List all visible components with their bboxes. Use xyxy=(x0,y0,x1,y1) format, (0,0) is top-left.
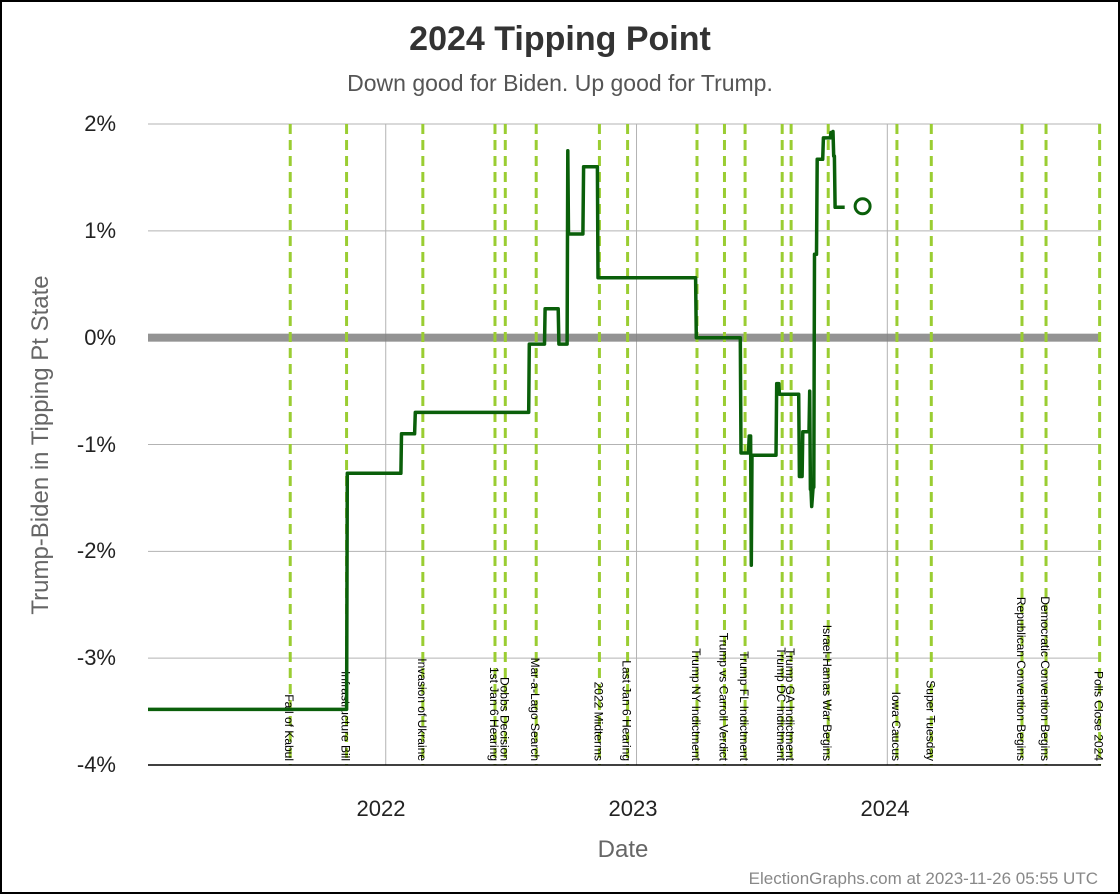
event-label: 2022 Midterms xyxy=(591,682,605,761)
y-tick-label: -3% xyxy=(77,645,116,670)
x-tick-label: 2023 xyxy=(609,796,658,821)
event-label: Polls Close 2024 xyxy=(1092,671,1106,761)
event-label: Dobbs Decision xyxy=(497,677,511,761)
event-label: Trump GA Indictment xyxy=(783,648,797,762)
tipping-point-line xyxy=(148,129,845,712)
event-label: Infrastructure Bill xyxy=(339,671,353,761)
current-value-marker xyxy=(853,197,872,216)
y-tick-label: -1% xyxy=(77,432,116,457)
event-label: Super Tuesday xyxy=(923,680,937,761)
event-label: Trump NY Indictment xyxy=(689,648,703,761)
event-label: Democratic Convention Begins xyxy=(1038,596,1052,761)
x-tick-label: 2022 xyxy=(357,796,406,821)
event-label: Iowa Caucus xyxy=(889,692,903,761)
x-tick-labels: 2022 2023 2024 xyxy=(357,796,910,821)
credit-text: ElectionGraphs.com at 2023-11-26 05:55 U… xyxy=(749,869,1098,888)
y-tick-label: -4% xyxy=(77,752,116,777)
zero-band xyxy=(148,333,1101,342)
event-label: 1st Jan 6 Hearing xyxy=(487,667,501,761)
y-tick-labels: 2% 1% 0% -1% -2% -3% -4% xyxy=(77,111,116,777)
event-label: Last Jan 6 Hearing xyxy=(620,660,634,761)
x-tick-label: 2024 xyxy=(861,796,910,821)
event-label: Trump DC Indictment xyxy=(774,647,788,761)
event-label: Republican Convention Begins xyxy=(1014,597,1028,761)
event-label: Invasion of Ukraine xyxy=(415,658,429,761)
y-tick-label: 1% xyxy=(84,218,116,243)
gridlines xyxy=(148,123,1101,765)
event-label: Fall of Kabul xyxy=(282,694,296,761)
chart-subtitle: Down good for Biden. Up good for Trump. xyxy=(347,70,773,96)
series-layer xyxy=(148,129,872,712)
event-label: Trump FL Indictment xyxy=(737,651,751,761)
x-axis-title: Date xyxy=(598,836,649,863)
event-label: Trump vs Carroll Verdict xyxy=(717,633,731,762)
y-tick-label: -2% xyxy=(77,538,116,563)
event-label: Israel-Hamas War Begins xyxy=(820,625,834,761)
chart-title: 2024 Tipping Point xyxy=(409,20,711,58)
y-tick-label: 2% xyxy=(84,111,116,136)
event-label: Mar-a-Lago Search xyxy=(528,658,542,761)
y-tick-label: 0% xyxy=(84,325,116,350)
y-axis-title: Trump-Biden in Tipping Pt State xyxy=(27,275,54,614)
